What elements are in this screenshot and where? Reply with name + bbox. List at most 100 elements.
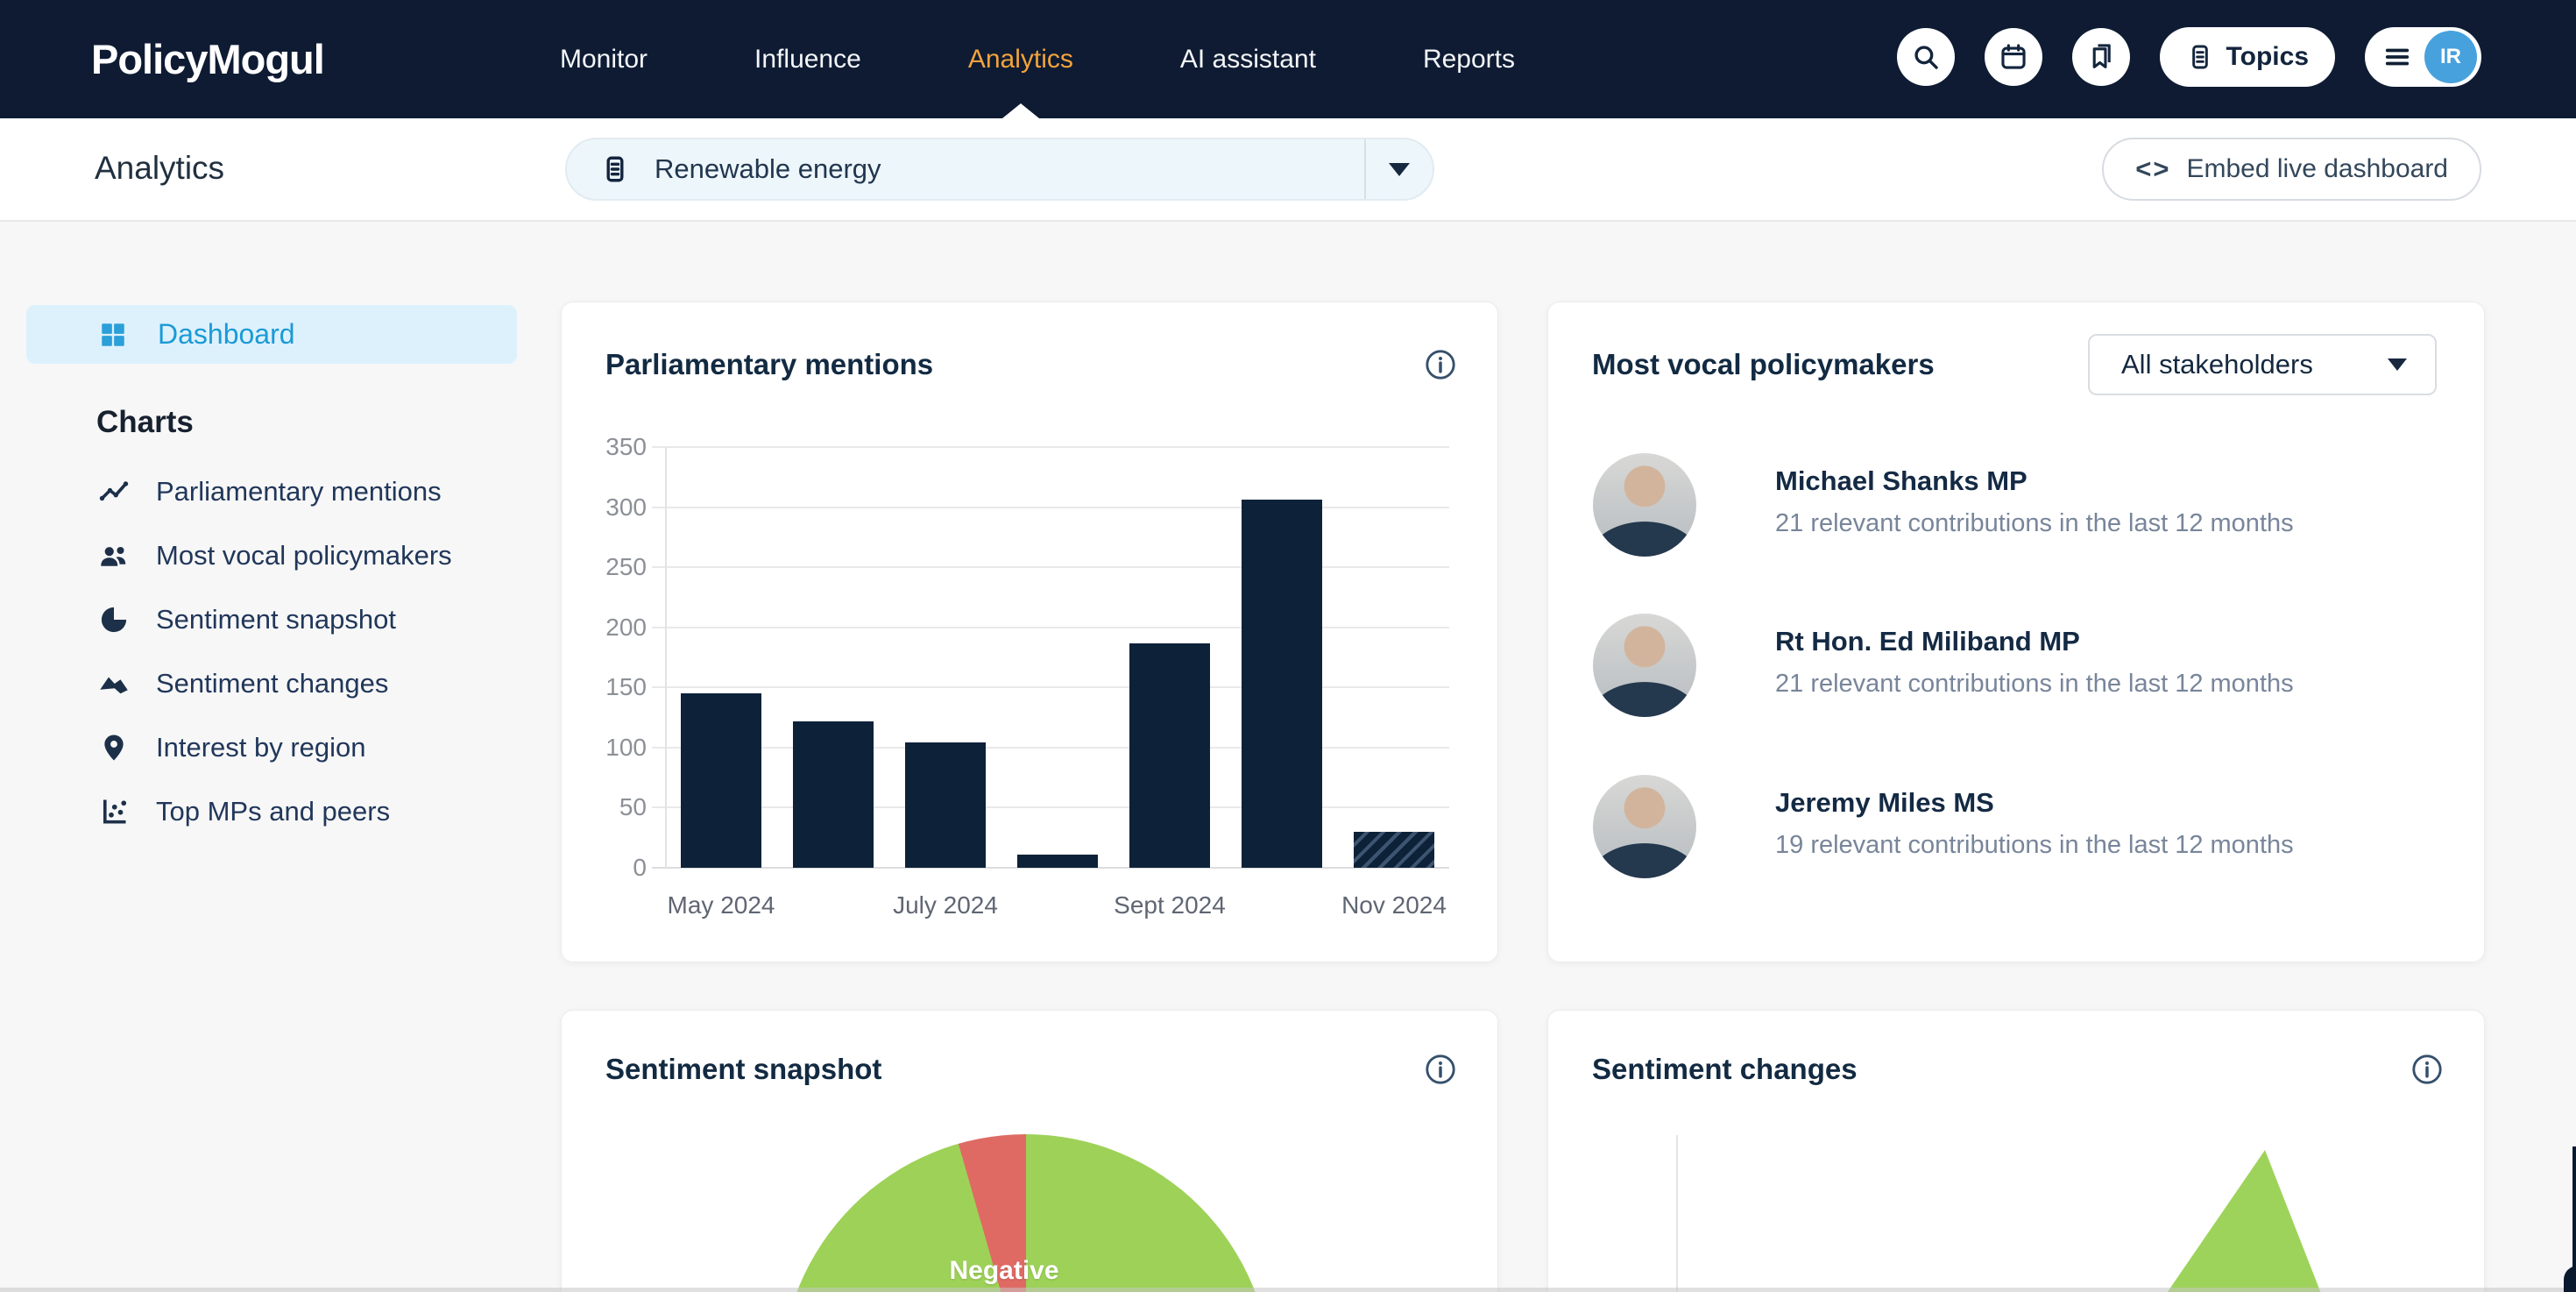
card-title-sentiment-snapshot: Sentiment snapshot — [605, 1053, 882, 1085]
policymaker-avatar — [1593, 453, 1696, 557]
page-title: Analytics — [95, 150, 225, 186]
card-title-parliamentary-mentions: Parliamentary mentions — [605, 348, 934, 380]
sidebar-item-label: Most vocal policymakers — [156, 539, 452, 571]
nav-item-monitor[interactable]: Monitor — [560, 44, 648, 74]
card-sentiment-changes: Sentiment changes — [1547, 1010, 2485, 1292]
chart-gridline — [652, 446, 1449, 448]
policymaker-contributions: 19 relevant contributions in the last 12… — [1775, 831, 2294, 859]
topic-selector-caret[interactable] — [1364, 139, 1433, 199]
chart-gridline — [652, 806, 1449, 809]
sidebar-item-most-vocal-policymakers[interactable]: Most vocal policymakers — [26, 523, 517, 587]
search-icon — [1911, 42, 1941, 72]
policymaker-avatar — [1593, 614, 1696, 717]
card-parliamentary-mentions: Parliamentary mentions 0 50 100 150 200 250 30… — [561, 302, 1498, 962]
policymaker-contributions: 21 relevant contributions in the last 12… — [1775, 509, 2294, 537]
card-sentiment-snapshot: Sentiment snapshot Negative — [561, 1010, 1498, 1292]
calendar-button[interactable] — [1984, 28, 2042, 86]
topics-button[interactable]: Topics — [2159, 27, 2335, 87]
bar-may-2024 — [681, 693, 761, 868]
bar-sept-2024 — [1129, 643, 1210, 868]
y-axis-tick-label: 350 — [605, 433, 647, 460]
chart-gridline — [652, 566, 1449, 569]
sidebar-item-parliamentary-mentions[interactable]: Parliamentary mentions — [26, 459, 517, 523]
people-icon — [98, 540, 130, 571]
sidebar-dashboard-label: Dashboard — [158, 318, 295, 350]
y-axis-tick-label: 200 — [605, 613, 647, 641]
embed-live-dashboard-button[interactable]: <> Embed live dashboard — [2102, 138, 2481, 201]
nav-item-influence[interactable]: Influence — [754, 44, 861, 74]
nav-item-ai-assistant[interactable]: AI assistant — [1179, 44, 1316, 74]
search-button[interactable] — [1896, 28, 1955, 86]
y-axis-tick-label: 150 — [605, 673, 647, 701]
analytics-toolbar: Analytics Renewable energy <> Embed live… — [0, 118, 2576, 222]
y-axis-tick-label: 50 — [619, 793, 647, 821]
sidebar-item-label: Sentiment changes — [156, 667, 389, 699]
sidebar-item-interest-by-region[interactable]: Interest by region — [26, 715, 517, 779]
calendar-icon — [1999, 42, 2028, 72]
top-navbar: PolicyMogul Monitor Influence Analytics AI … — [0, 0, 2576, 118]
horizontal-scrollbar[interactable] — [0, 1288, 2576, 1292]
x-axis-tick-label: Nov 2024 — [1341, 891, 1447, 919]
bar-july-2024 — [905, 742, 986, 868]
bar-oct-2024 — [1242, 500, 1322, 868]
dashboard-grid-icon — [98, 320, 128, 350]
vertical-scrollbar[interactable] — [2572, 1146, 2576, 1269]
sentiment-changes-green-spike — [2167, 1150, 2321, 1292]
info-icon[interactable] — [1424, 1053, 1457, 1086]
card-title-most-vocal: Most vocal policymakers — [1592, 348, 1935, 380]
topic-selector[interactable]: Renewable energy — [565, 138, 1434, 201]
chevron-down-icon — [2388, 358, 2407, 371]
topics-label: Topics — [2226, 42, 2309, 71]
sentiment-changes-y-axis — [1676, 1135, 1678, 1292]
account-menu-button[interactable]: IR — [2365, 27, 2481, 87]
stakeholder-filter-value: All stakeholders — [2121, 349, 2313, 380]
chat-launcher-corner[interactable] — [2564, 1266, 2576, 1292]
chart-gridline — [652, 626, 1449, 628]
policymaker-row[interactable]: Rt Hon. Ed Miliband MP 21 relevant contri… — [1593, 614, 2452, 719]
y-axis-tick-label: 250 — [605, 553, 647, 581]
code-icon: <> — [2135, 153, 2171, 184]
sidebar-item-label: Interest by region — [156, 731, 366, 763]
chevron-down-icon — [1389, 162, 1410, 176]
chart-gridline — [652, 746, 1449, 749]
bookmark-icon — [2086, 42, 2116, 72]
bar-nov-2024 — [1354, 832, 1434, 868]
user-avatar: IR — [2424, 31, 2477, 83]
info-icon[interactable] — [1424, 348, 1457, 381]
hamburger-icon — [2384, 44, 2410, 70]
topics-list-icon — [2186, 43, 2214, 71]
nav-item-reports[interactable]: Reports — [1422, 44, 1515, 74]
policymogul-logo[interactable]: PolicyMogul — [91, 36, 325, 82]
navbar-actions: Topics IR — [1896, 27, 2481, 87]
stakeholder-filter-select[interactable]: All stakeholders — [2088, 334, 2437, 395]
sidebar-charts-heading: Charts — [96, 405, 194, 439]
info-icon[interactable] — [2410, 1053, 2444, 1086]
policymaker-name: Jeremy Miles MS — [1775, 787, 1994, 818]
y-axis-tick-label: 100 — [605, 733, 647, 761]
y-axis-tick-label: 0 — [633, 854, 647, 881]
card-most-vocal-policymakers: Most vocal policymakers All stakeholders… — [1547, 302, 2485, 962]
sidebar-item-label: Sentiment snapshot — [156, 603, 397, 635]
parliamentary-mentions-bar-chart: 0 50 100 150 200 250 300 350 May 2024 July 2024 Se… — [562, 302, 1497, 962]
policymaker-name: Rt Hon. Ed Miliband MP — [1775, 626, 2080, 657]
topic-selector-value: Renewable energy — [655, 153, 881, 184]
sidebar-chart-list: Parliamentary mentions Most vocal policym… — [26, 459, 517, 843]
sidebar-item-sentiment-changes[interactable]: Sentiment changes — [26, 651, 517, 715]
scatter-icon — [98, 796, 130, 827]
y-axis-tick-label: 300 — [605, 493, 647, 521]
policymaker-row[interactable]: Jeremy Miles MS 19 relevant contributions… — [1593, 775, 2452, 880]
nav-item-analytics[interactable]: Analytics — [968, 0, 1073, 118]
card-title-sentiment-changes: Sentiment changes — [1592, 1053, 1858, 1085]
chart-y-axis-line — [665, 447, 667, 868]
sidebar-item-dashboard[interactable]: Dashboard — [26, 305, 517, 364]
bookmarks-button[interactable] — [2071, 28, 2130, 86]
policymaker-row[interactable]: Michael Shanks MP 21 relevant contributio… — [1593, 453, 2452, 558]
sidebar-item-sentiment-snapshot[interactable]: Sentiment snapshot — [26, 587, 517, 651]
policymaker-contributions: 21 relevant contributions in the last 12… — [1775, 670, 2294, 698]
sidebar-item-top-mps-and-peers[interactable]: Top MPs and peers — [26, 779, 517, 843]
gauge-negative-label: Negative — [949, 1256, 1059, 1285]
sidebar-item-label: Parliamentary mentions — [156, 475, 442, 507]
area-icon — [98, 668, 130, 699]
x-axis-tick-label: July 2024 — [893, 891, 998, 919]
chart-gridline — [652, 867, 1449, 869]
